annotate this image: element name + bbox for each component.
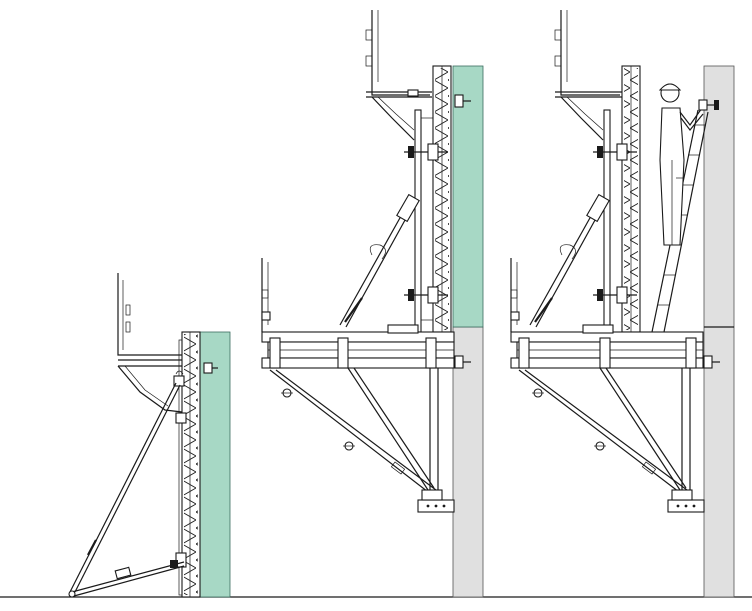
formwork-girder	[178, 331, 201, 598]
stage-2-climb	[261, 10, 484, 598]
hard-hat	[658, 83, 682, 91]
top-platform	[365, 10, 432, 141]
climbing-bracket	[518, 367, 705, 513]
worker-figure	[658, 83, 719, 246]
girder-clamps	[593, 143, 637, 304]
adjustment-spindle	[529, 193, 610, 328]
adjustment-spindle	[339, 193, 420, 328]
stage-3-formwork-ready	[510, 10, 735, 598]
fresh-concrete-wall	[452, 65, 484, 328]
push-pull-prop	[68, 382, 185, 598]
fresh-concrete-wall	[199, 331, 231, 598]
girder-clamps	[404, 94, 471, 304]
anchor-brackets	[170, 362, 218, 568]
top-platform	[117, 273, 183, 413]
formwork-girder	[414, 65, 452, 333]
climbing-bracket	[269, 367, 455, 513]
top-platform	[554, 10, 622, 141]
main-platform	[261, 258, 471, 369]
stage-1-pour	[68, 273, 231, 598]
main-platform	[510, 258, 720, 369]
